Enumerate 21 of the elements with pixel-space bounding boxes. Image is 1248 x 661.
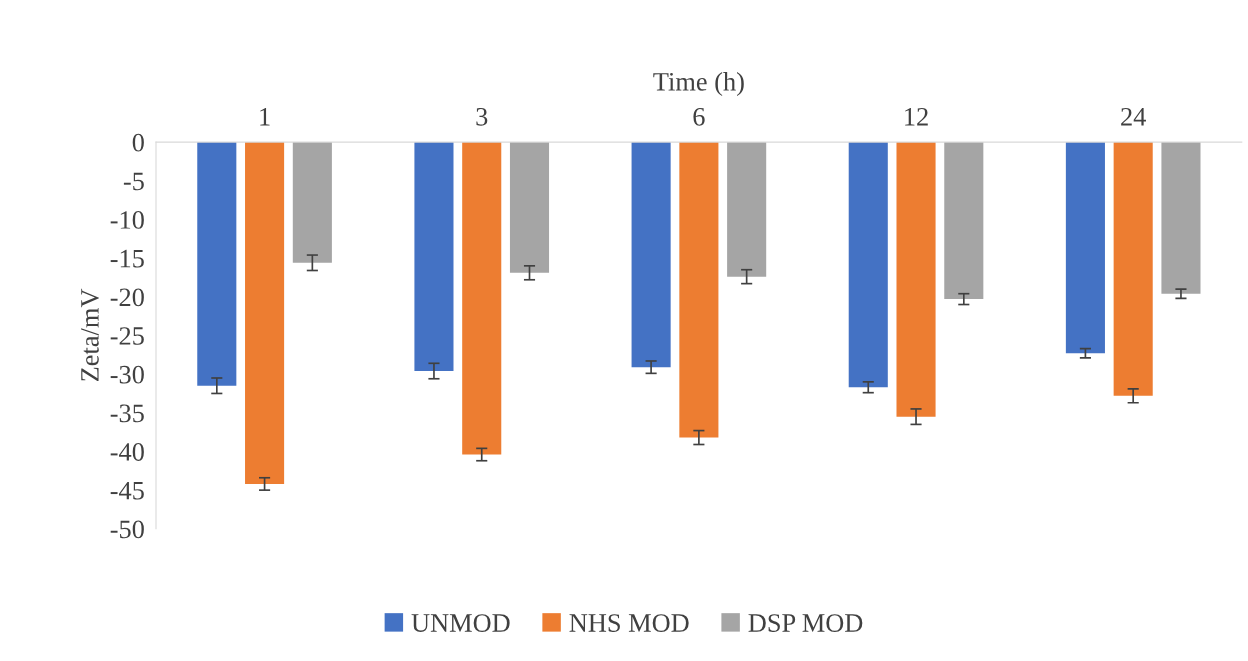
y-tick-label: -35: [110, 404, 144, 423]
y-tick-label: -40: [110, 443, 144, 461]
y-tick-label: -45: [110, 481, 144, 500]
x-tick-label: 3: [476, 107, 488, 126]
y-tick-label: -15: [110, 249, 144, 268]
y-tick-label: -25: [110, 327, 144, 345]
x-tick-label: 24: [1121, 107, 1146, 126]
legend-label: UNMOD: [411, 614, 510, 632]
y-axis-title: Zeta/mV: [81, 288, 99, 382]
legend-label: DSP MOD: [748, 614, 863, 632]
y-tick-label: -50: [110, 520, 144, 539]
x-tick-label: 6: [693, 107, 705, 126]
y-tick-label: -30: [110, 365, 144, 384]
legend-label: NHS MOD: [569, 614, 689, 632]
x-tick-label: 12: [905, 107, 928, 126]
y-tick-label: -10: [110, 211, 144, 229]
y-tick-label: 0: [132, 133, 144, 152]
x-tick-label: 1: [260, 107, 270, 126]
y-tick-label: -20: [110, 288, 144, 307]
y-tick-label: -5: [123, 172, 144, 191]
x-axis-title: Time (h): [653, 72, 744, 97]
